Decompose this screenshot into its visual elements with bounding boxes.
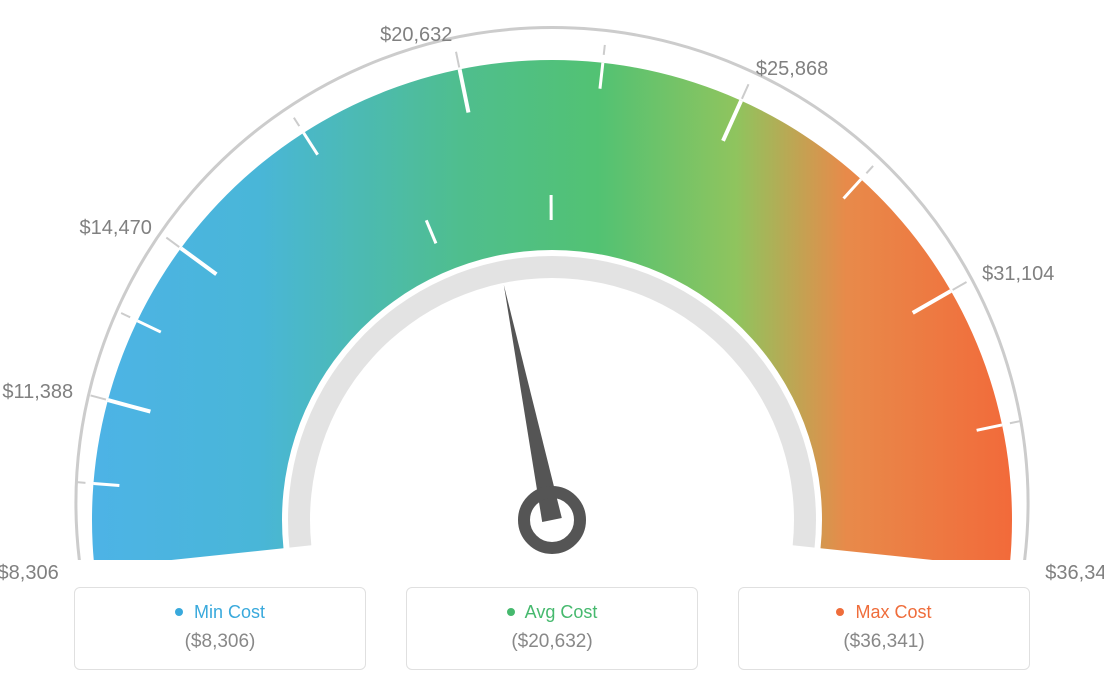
legend-title-text: Avg Cost	[525, 602, 598, 622]
gauge-tick-label: $25,868	[756, 58, 828, 81]
legend-value-min: ($8,306)	[75, 631, 365, 653]
gauge-tick-label: $8,306	[0, 562, 59, 585]
gauge-tick-label: $14,470	[72, 217, 152, 240]
dot-icon	[175, 608, 183, 616]
legend-card-min: Min Cost ($8,306)	[74, 587, 366, 670]
gauge-tick-label: $11,388	[0, 381, 73, 404]
gauge-tick-label: $36,341	[1045, 562, 1104, 585]
legend-title-avg: Avg Cost	[407, 602, 697, 623]
cost-gauge-chart: $8,306 $11,388 $14,470 $20,632 $25,868 $31,10…	[0, 0, 1104, 690]
legend-card-avg: Avg Cost ($20,632)	[406, 587, 698, 670]
gauge-area: $8,306$11,388$14,470$20,632$25,868$31,10…	[0, 0, 1104, 560]
legend-title-text: Min Cost	[194, 602, 265, 622]
legend-title-text: Max Cost	[855, 602, 931, 622]
legend-value-max: ($36,341)	[739, 631, 1029, 653]
legend-title-max: Max Cost	[739, 602, 1029, 623]
dot-icon	[507, 608, 515, 616]
dot-icon	[836, 608, 844, 616]
gauge-tick-label: $20,632	[372, 24, 452, 47]
gauge-svg	[0, 0, 1104, 560]
legend-row: Min Cost ($8,306) Avg Cost ($20,632) Max…	[0, 587, 1104, 670]
gauge-tick-label: $31,104	[982, 263, 1054, 286]
legend-card-max: Max Cost ($36,341)	[738, 587, 1030, 670]
legend-value-avg: ($20,632)	[407, 631, 697, 653]
legend-title-min: Min Cost	[75, 602, 365, 623]
